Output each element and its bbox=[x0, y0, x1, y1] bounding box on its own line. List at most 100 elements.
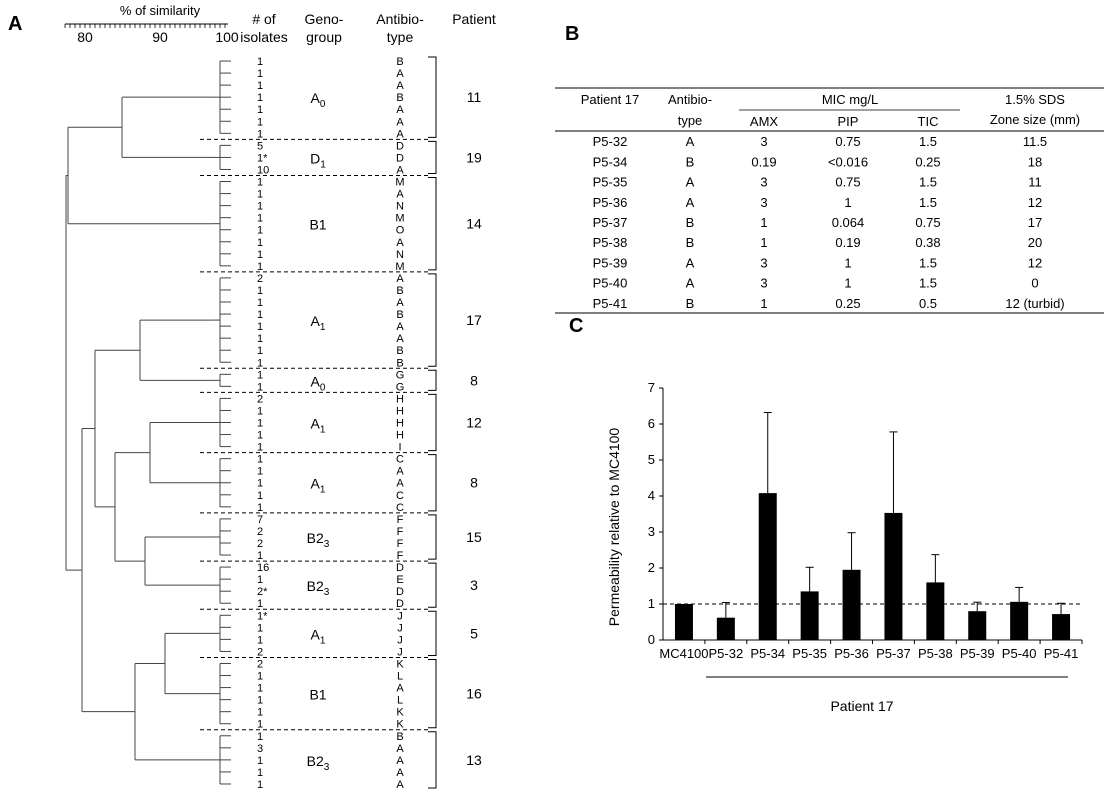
dendrogram-tree bbox=[65, 60, 231, 785]
isolate-count: 1 bbox=[257, 189, 263, 201]
genogroup-label: A0 bbox=[311, 90, 326, 110]
isolate-count: 1 bbox=[257, 261, 263, 273]
antibiotype-code: L bbox=[397, 671, 403, 683]
antibiotype-code: J bbox=[397, 610, 403, 622]
table-cell: 0.19 bbox=[751, 154, 776, 169]
antibiotype-code: B bbox=[396, 345, 403, 357]
table-header-zone: Zone size (mm) bbox=[990, 112, 1080, 127]
isolate-count: 1 bbox=[257, 177, 263, 189]
table-cell: 1 bbox=[844, 195, 851, 210]
isolate-count: 1 bbox=[257, 478, 263, 490]
permeability-chart: Permeability relative to MC4100 0 1 2 3 4 5 6 7… bbox=[606, 380, 1083, 714]
antibiotype-code: H bbox=[396, 430, 404, 442]
bar bbox=[674, 604, 693, 640]
antibiotype-code: F bbox=[397, 538, 404, 550]
table-cell: 1.5 bbox=[919, 276, 937, 291]
group-label: Patient 17 bbox=[830, 698, 893, 714]
bar bbox=[1052, 614, 1071, 640]
cluster-bracket bbox=[428, 562, 437, 608]
antibiotype-code: A bbox=[396, 116, 404, 128]
antibiotype-code: B bbox=[396, 357, 403, 369]
table-cell: A bbox=[686, 175, 695, 190]
antibiotype-code: O bbox=[396, 225, 405, 237]
table-cell: 1 bbox=[844, 255, 851, 270]
y-tick-label: 1 bbox=[648, 596, 655, 611]
panel-label-c: C bbox=[569, 315, 583, 337]
patient-number: 17 bbox=[466, 312, 482, 328]
isolate-count: 2 bbox=[257, 273, 263, 285]
antibiotype-code: B bbox=[396, 309, 403, 321]
table-cell: 1 bbox=[760, 215, 767, 230]
isolate-count: 2 bbox=[257, 393, 263, 405]
patient-number: 8 bbox=[470, 475, 478, 491]
isolate-count: 2 bbox=[257, 646, 263, 658]
table-cell: 0.5 bbox=[919, 296, 937, 311]
antibiotype-code: D bbox=[396, 562, 404, 574]
isolate-count: 2 bbox=[257, 658, 263, 670]
cluster-bracket bbox=[428, 514, 437, 560]
isolate-count: 1 bbox=[257, 634, 263, 646]
table-cell: P5-35 bbox=[593, 175, 628, 190]
table-cell: B bbox=[686, 296, 695, 311]
isolate-count: 1 bbox=[257, 466, 263, 478]
antibiotype-code: F bbox=[397, 514, 404, 526]
genogroup-label: B1 bbox=[309, 217, 326, 233]
x-tick-label: P5-41 bbox=[1044, 646, 1079, 661]
table-header-antibiotype: Antibio- bbox=[668, 92, 712, 107]
y-tick-label: 3 bbox=[648, 524, 655, 539]
table-cell: 1.5 bbox=[919, 134, 937, 149]
patient-number: 14 bbox=[466, 216, 482, 232]
antibiotype-code: K bbox=[396, 707, 404, 719]
antibiotype-code: A bbox=[396, 321, 404, 333]
y-tick-label: 0 bbox=[648, 632, 655, 647]
isolate-count: 1 bbox=[257, 719, 263, 731]
antibiotype-code: H bbox=[396, 418, 404, 430]
antibiotype-code: A bbox=[396, 779, 404, 791]
table-cell: 3 bbox=[760, 195, 767, 210]
y-tick-label: 2 bbox=[648, 560, 655, 575]
table-cell: P5-32 bbox=[593, 134, 628, 149]
antibiotype-code: L bbox=[397, 695, 403, 707]
isolate-count: 1 bbox=[257, 418, 263, 430]
header-isolates: # of bbox=[252, 11, 275, 27]
antibiotype-code: J bbox=[397, 646, 403, 658]
antibiotype-code: A bbox=[396, 683, 404, 695]
x-tick-label: MC4100 bbox=[659, 646, 708, 661]
header-isolates: isolates bbox=[240, 29, 287, 45]
antibiotype-code: F bbox=[397, 550, 404, 562]
isolate-count: 1 bbox=[257, 92, 263, 104]
isolate-count: 1 bbox=[257, 574, 263, 586]
table-cell: P5-40 bbox=[593, 276, 628, 291]
dendrogram-panel: % of similarity 80 90 100 # of isolates … bbox=[64, 3, 496, 791]
scale-tick-label: 100 bbox=[215, 29, 239, 45]
isolate-count: 1* bbox=[257, 152, 268, 164]
patient-number: 8 bbox=[470, 372, 478, 388]
isolate-count: 2 bbox=[257, 538, 263, 550]
cluster-annotations: 1 B1 A1 A1 B1 A1 A1 AA0 115 D1* D10 AD1 191 M1 A1 N1 M1 O… bbox=[200, 56, 482, 791]
antibiotype-code: D bbox=[396, 152, 404, 164]
table-cell: 0.38 bbox=[915, 235, 940, 250]
chart-bars bbox=[663, 411, 1082, 640]
isolate-count: 1 bbox=[257, 490, 263, 502]
antibiotype-code: A bbox=[396, 755, 404, 767]
cluster-bracket bbox=[428, 658, 437, 729]
table-header-pip: PIP bbox=[838, 114, 859, 129]
table-cell: A bbox=[686, 195, 695, 210]
table-cell: 3 bbox=[760, 134, 767, 149]
table-cell: 11.5 bbox=[1023, 134, 1047, 149]
antibiotype-code: B bbox=[396, 92, 403, 104]
table-cell: B bbox=[686, 235, 695, 250]
table-cell: 12 bbox=[1028, 255, 1042, 270]
table-cell: 17 bbox=[1028, 215, 1042, 230]
antibiotype-code: A bbox=[396, 297, 404, 309]
isolate-count: 1 bbox=[257, 225, 263, 237]
isolate-count: 1 bbox=[257, 213, 263, 225]
bar bbox=[758, 493, 777, 640]
antibiotype-code: H bbox=[396, 405, 404, 417]
table-cell: 0.25 bbox=[835, 296, 860, 311]
table-header-amx: AMX bbox=[750, 114, 779, 129]
bar bbox=[884, 512, 903, 640]
patient-number: 12 bbox=[466, 415, 482, 431]
antibiotype-code: J bbox=[397, 634, 403, 646]
isolate-count: 1* bbox=[257, 610, 268, 622]
